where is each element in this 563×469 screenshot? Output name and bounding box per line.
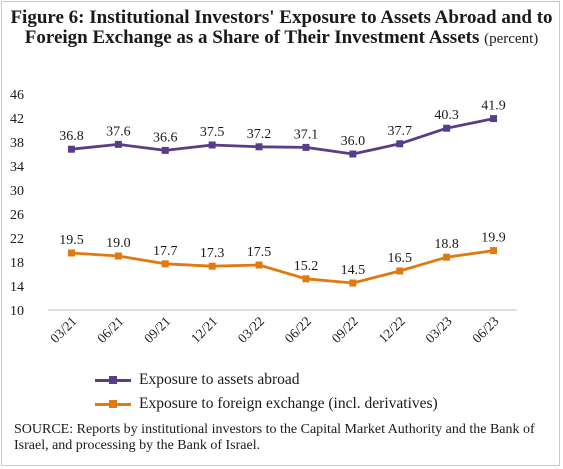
data-label: 15.2 <box>294 259 319 274</box>
x-tick-label: 06/21 <box>94 314 126 346</box>
data-point-assets-abroad <box>67 145 75 153</box>
chart-legend: Exposure to assets abroad Exposure to fo… <box>95 368 438 416</box>
y-tick-label: 26 <box>10 208 24 223</box>
series-line-assets-abroad <box>71 117 494 156</box>
data-point-foreign-exchange <box>255 261 263 269</box>
data-label: 41.9 <box>481 99 506 114</box>
chart-title-text: Figure 6: Institutional Investors' Expos… <box>10 7 553 48</box>
y-tick-label: 14 <box>10 280 24 295</box>
y-tick-label: 10 <box>10 304 24 319</box>
data-point-foreign-exchange <box>396 267 404 275</box>
series-line-foreign-exchange <box>71 249 494 285</box>
legend-swatch-assets-abroad <box>95 373 131 387</box>
data-label: 37.2 <box>247 127 272 142</box>
data-point-foreign-exchange <box>67 249 75 257</box>
data-label: 37.1 <box>294 127 319 142</box>
x-tick-label: 12/22 <box>376 314 408 346</box>
data-point-assets-abroad <box>114 140 122 148</box>
data-label: 36.8 <box>59 129 84 144</box>
data-label: 17.3 <box>200 246 225 261</box>
x-tick-label: 12/21 <box>188 314 220 346</box>
x-tick-label: 03/21 <box>47 314 79 346</box>
data-label: 37.7 <box>388 124 413 139</box>
data-label: 36.0 <box>341 134 366 149</box>
data-point-foreign-exchange <box>349 279 357 287</box>
data-point-assets-abroad <box>490 115 498 123</box>
data-label: 17.5 <box>247 245 272 260</box>
x-tick-label: 09/22 <box>329 314 361 346</box>
data-point-assets-abroad <box>255 143 263 151</box>
data-label: 36.6 <box>153 130 178 145</box>
y-tick-label: 18 <box>10 256 24 271</box>
legend-label-assets-abroad: Exposure to assets abroad <box>139 371 300 388</box>
y-tick-label: 46 <box>10 88 24 103</box>
data-label: 19.5 <box>59 233 84 248</box>
data-point-assets-abroad <box>208 141 216 149</box>
data-label: 18.8 <box>434 237 459 252</box>
y-tick-label: 38 <box>10 136 24 151</box>
data-point-foreign-exchange <box>161 260 169 268</box>
data-point-foreign-exchange <box>490 247 498 255</box>
data-label: 16.5 <box>388 251 413 266</box>
data-label: 17.7 <box>153 244 178 259</box>
data-point-assets-abroad <box>396 140 404 148</box>
data-label: 19.9 <box>481 231 506 246</box>
data-point-assets-abroad <box>302 143 310 151</box>
data-point-foreign-exchange <box>208 262 216 270</box>
x-tick-label: 03/22 <box>235 314 267 346</box>
data-label: 40.3 <box>434 108 459 123</box>
legend-item-assets-abroad: Exposure to assets abroad <box>95 368 438 392</box>
chart-title: Figure 6: Institutional Investors' Expos… <box>8 8 555 49</box>
data-point-assets-abroad <box>349 150 357 158</box>
data-point-foreign-exchange <box>114 252 122 260</box>
x-tick-label: 03/23 <box>422 313 455 346</box>
data-point-assets-abroad <box>161 146 169 154</box>
data-point-assets-abroad <box>443 124 451 132</box>
x-tick-label: 06/22 <box>282 314 314 346</box>
legend-item-foreign-exchange: Exposure to foreign exchange (incl. deri… <box>95 392 438 416</box>
chart-unit-label: (percent) <box>484 31 539 47</box>
y-tick-label: 22 <box>10 232 24 247</box>
x-tick-label: 06/23 <box>469 313 502 346</box>
y-tick-label: 34 <box>10 160 24 175</box>
data-label: 37.6 <box>106 124 131 139</box>
legend-label-foreign-exchange: Exposure to foreign exchange (incl. deri… <box>139 395 438 412</box>
legend-swatch-foreign-exchange <box>95 397 131 411</box>
data-point-foreign-exchange <box>302 275 310 283</box>
y-tick-label: 30 <box>10 184 24 199</box>
x-tick-label: 09/21 <box>141 314 173 346</box>
data-point-foreign-exchange <box>443 253 451 261</box>
y-tick-label: 42 <box>10 112 24 127</box>
data-label: 37.5 <box>200 125 225 140</box>
source-note: SOURCE: Reports by institutional investo… <box>14 422 535 453</box>
data-label: 14.5 <box>341 263 366 278</box>
data-label: 19.0 <box>106 236 131 251</box>
